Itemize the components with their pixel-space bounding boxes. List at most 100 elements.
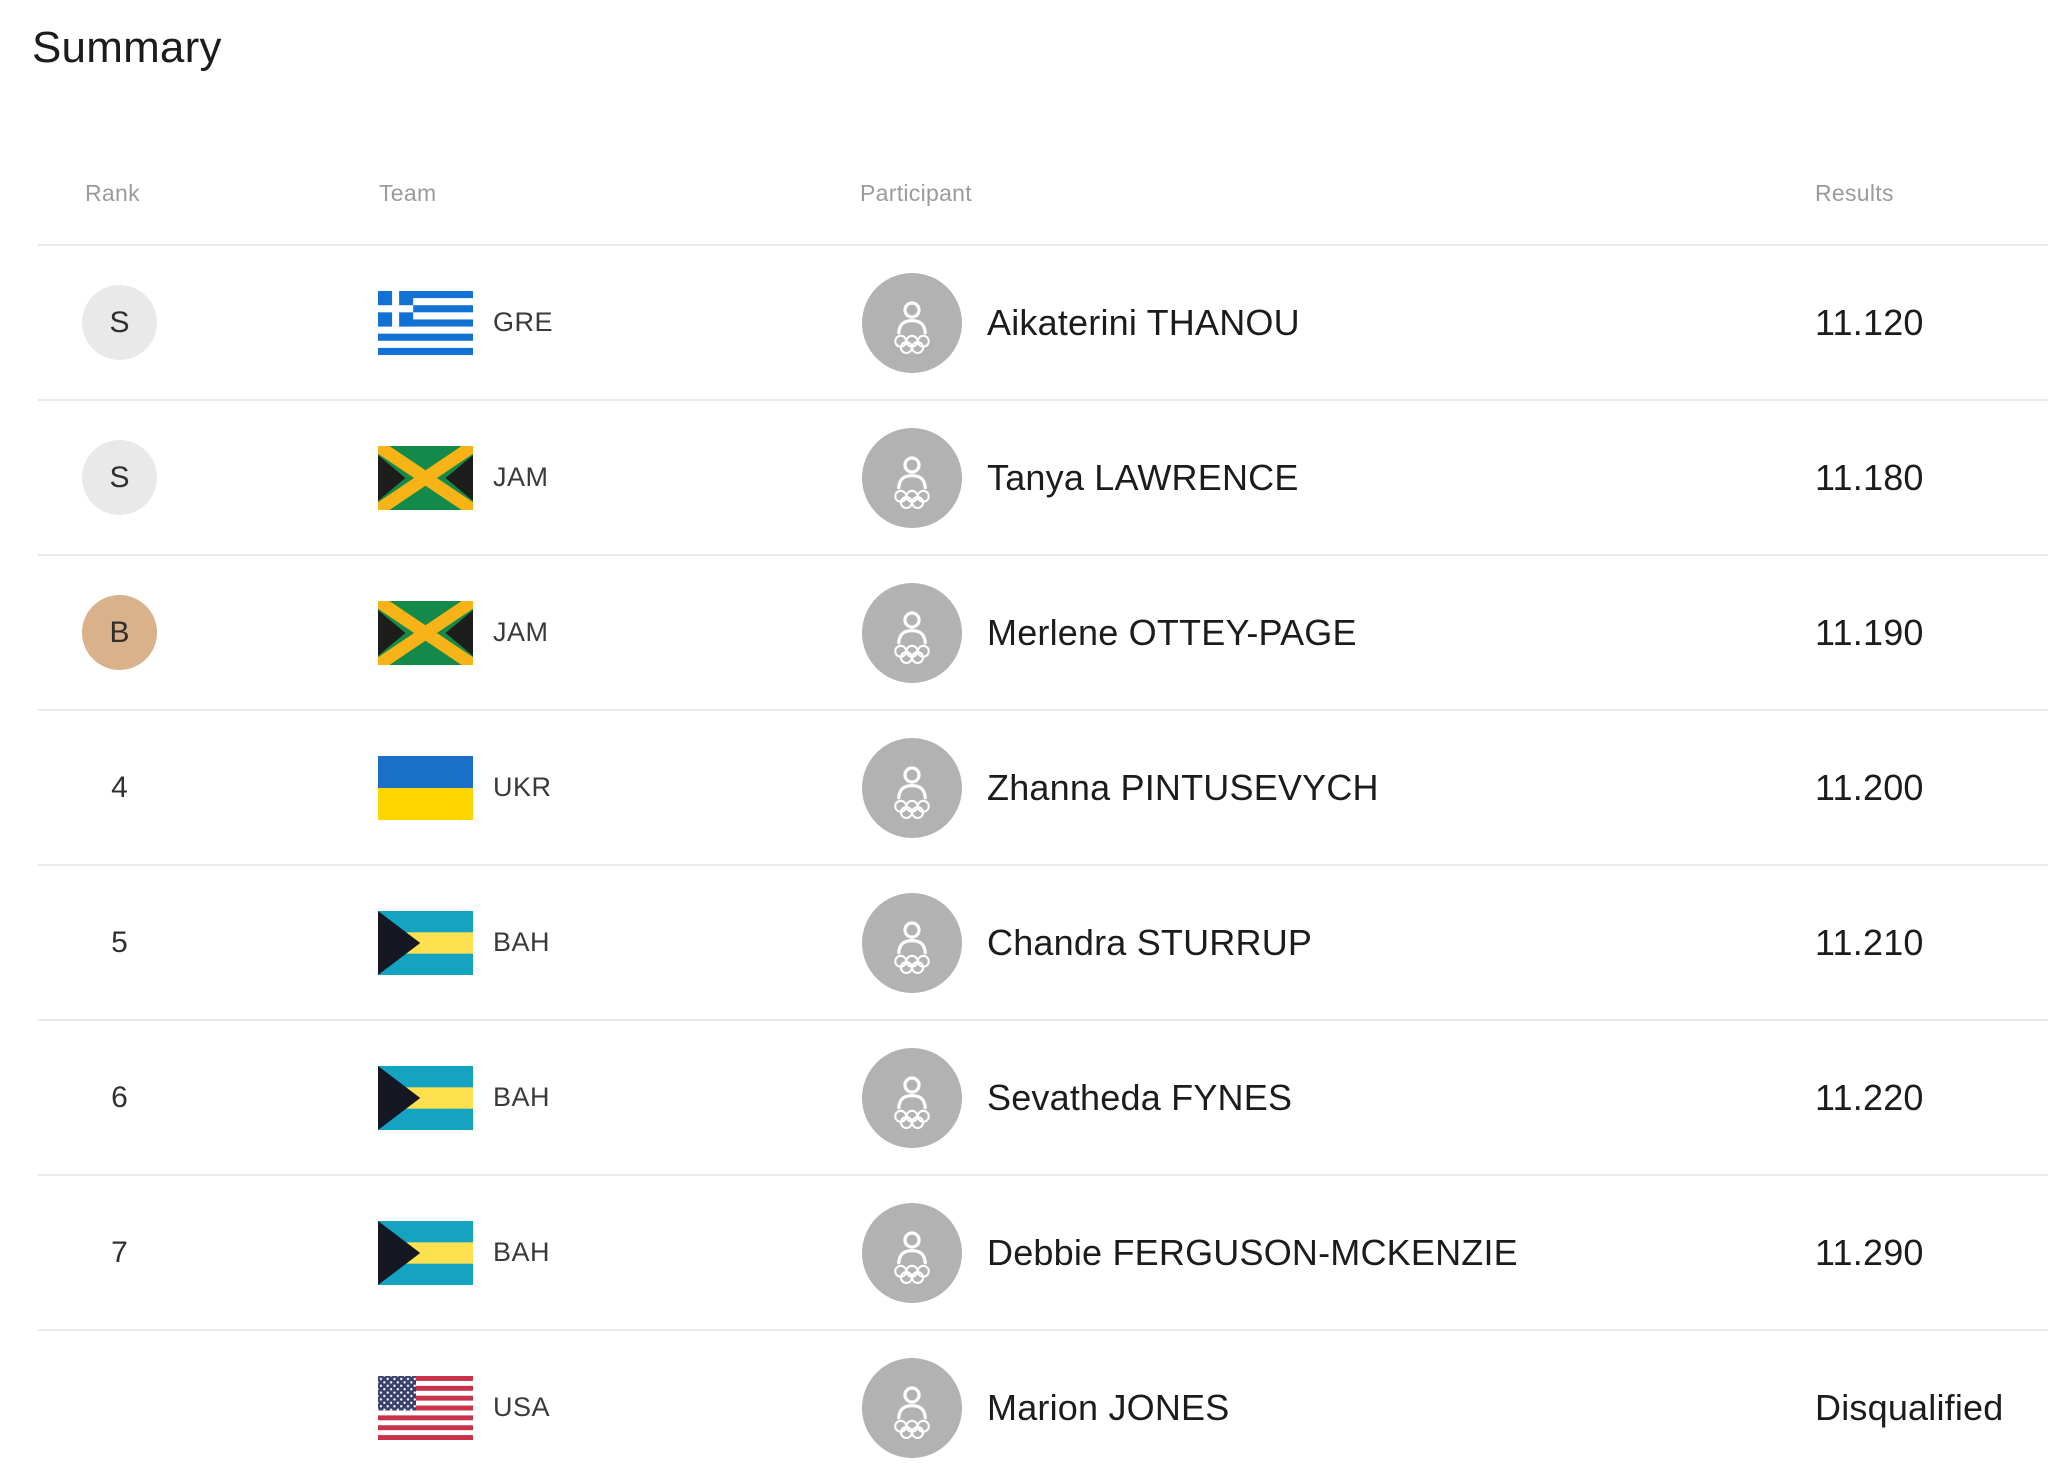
participant-name: Tanya LAWRENCE (987, 456, 1299, 498)
result-value: 11.210 (1815, 921, 1924, 963)
table-row[interactable]: S JAM (38, 401, 2048, 556)
athlete-avatar (862, 427, 962, 528)
team-cell: JAM (378, 600, 860, 665)
column-header-participant: Participant (860, 180, 972, 206)
rank-badge: B (82, 595, 157, 670)
noc-code: BAH (493, 1082, 551, 1112)
result-value: 11.220 (1815, 1076, 1924, 1118)
table-row[interactable]: B JAM (38, 556, 2048, 711)
rank-cell: 7 (38, 1215, 378, 1290)
athlete-avatar (862, 582, 962, 683)
noc-code: BAH (493, 927, 551, 957)
result-value: 11.200 (1815, 766, 1924, 808)
flag-jam-icon (378, 445, 473, 510)
table-row[interactable]: 6 BAH (38, 1021, 2048, 1176)
athlete-avatar (862, 892, 962, 993)
participant-name: Zhanna PINTUSEVYCH (987, 766, 1379, 808)
rank-cell: S (38, 440, 378, 515)
result-cell: 11.220 (1815, 1077, 2048, 1119)
participant-name: Chandra STURRUP (987, 921, 1313, 963)
athlete-olympic-rings-icon (894, 765, 930, 819)
result-value: 11.120 (1815, 301, 1924, 343)
flag-ukr-icon (378, 755, 473, 820)
team-cell: JAM (378, 445, 860, 510)
team-cell: UKR (378, 755, 860, 820)
table-row[interactable]: 4 UKR (38, 711, 2048, 866)
rank-badge: 4 (111, 770, 128, 804)
noc-code: UKR (493, 772, 552, 802)
noc-code: BAH (493, 1237, 551, 1267)
athlete-olympic-rings-icon (894, 1230, 930, 1284)
column-header-rank: Rank (85, 180, 140, 206)
athlete-avatar (862, 1357, 962, 1458)
result-cell: 11.200 (1815, 767, 2048, 809)
flag-jam-icon (378, 600, 473, 665)
noc-code: USA (493, 1392, 551, 1422)
noc-code: JAM (493, 462, 549, 492)
flag-bah-icon (378, 1065, 473, 1130)
athlete-avatar (862, 737, 962, 838)
flag-usa-icon (378, 1375, 473, 1440)
table-row[interactable]: USA Marion JONES Disqua (38, 1331, 2048, 1469)
table-header-row: Rank Team Participant Results (38, 80, 2048, 246)
result-value: 11.290 (1815, 1231, 1924, 1273)
rank-badge: S (82, 440, 157, 515)
page-title: Summary (32, 23, 222, 72)
athlete-olympic-rings-icon (894, 300, 930, 354)
column-header-team: Team (379, 180, 437, 206)
rank-cell (38, 1370, 378, 1445)
athlete-olympic-rings-icon (894, 610, 930, 664)
rank-badge: 7 (111, 1235, 128, 1269)
noc-code: GRE (493, 307, 554, 337)
participant-cell: Sevatheda FYNES (860, 1047, 1815, 1148)
table-row[interactable]: S GRE (38, 246, 2048, 401)
participant-name: Sevatheda FYNES (987, 1076, 1293, 1118)
noc-code: JAM (493, 617, 549, 647)
participant-name: Merlene OTTEY-PAGE (987, 611, 1357, 653)
result-value: 11.180 (1815, 456, 1924, 498)
participant-cell: Tanya LAWRENCE (860, 427, 1815, 528)
team-cell: BAH (378, 910, 860, 975)
flag-bah-icon (378, 910, 473, 975)
flag-bah-icon (378, 1220, 473, 1285)
result-value: Disqualified (1815, 1386, 2004, 1428)
result-cell: 11.180 (1815, 457, 2048, 499)
participant-name: Aikaterini THANOU (987, 301, 1300, 343)
table-row[interactable]: 5 BAH (38, 866, 2048, 1021)
rank-badge (82, 1370, 157, 1445)
rank-cell: S (38, 285, 378, 360)
participant-cell: Merlene OTTEY-PAGE (860, 582, 1815, 683)
team-cell: USA (378, 1375, 860, 1440)
flag-gre-icon (378, 290, 473, 355)
participant-cell: Chandra STURRUP (860, 892, 1815, 993)
athlete-avatar (862, 1047, 962, 1148)
rank-cell: B (38, 595, 378, 670)
table-row[interactable]: 7 BAH (38, 1176, 2048, 1331)
athlete-olympic-rings-icon (894, 920, 930, 974)
team-cell: BAH (378, 1220, 860, 1285)
result-cell: 11.120 (1815, 302, 2048, 344)
athlete-olympic-rings-icon (894, 455, 930, 509)
result-cell: Disqualified (1815, 1387, 2048, 1429)
rank-cell: 4 (38, 750, 378, 825)
participant-cell: Debbie FERGUSON-MCKENZIE (860, 1202, 1815, 1303)
result-cell: 11.190 (1815, 612, 2048, 654)
column-header-results: Results (1815, 180, 1894, 206)
result-value: 11.190 (1815, 611, 1924, 653)
rank-badge: 6 (111, 1080, 128, 1114)
participant-cell: Zhanna PINTUSEVYCH (860, 737, 1815, 838)
result-cell: 11.210 (1815, 922, 2048, 964)
athlete-avatar (862, 272, 962, 373)
rank-badge: 5 (111, 925, 128, 959)
participant-cell: Aikaterini THANOU (860, 272, 1815, 373)
athlete-olympic-rings-icon (894, 1075, 930, 1129)
rank-cell: 5 (38, 905, 378, 980)
team-cell: BAH (378, 1065, 860, 1130)
team-cell: GRE (378, 290, 860, 355)
rank-badge: S (82, 285, 157, 360)
athlete-olympic-rings-icon (894, 1385, 930, 1439)
rank-cell: 6 (38, 1060, 378, 1135)
participant-name: Debbie FERGUSON-MCKENZIE (987, 1231, 1518, 1273)
participant-name: Marion JONES (987, 1386, 1230, 1428)
